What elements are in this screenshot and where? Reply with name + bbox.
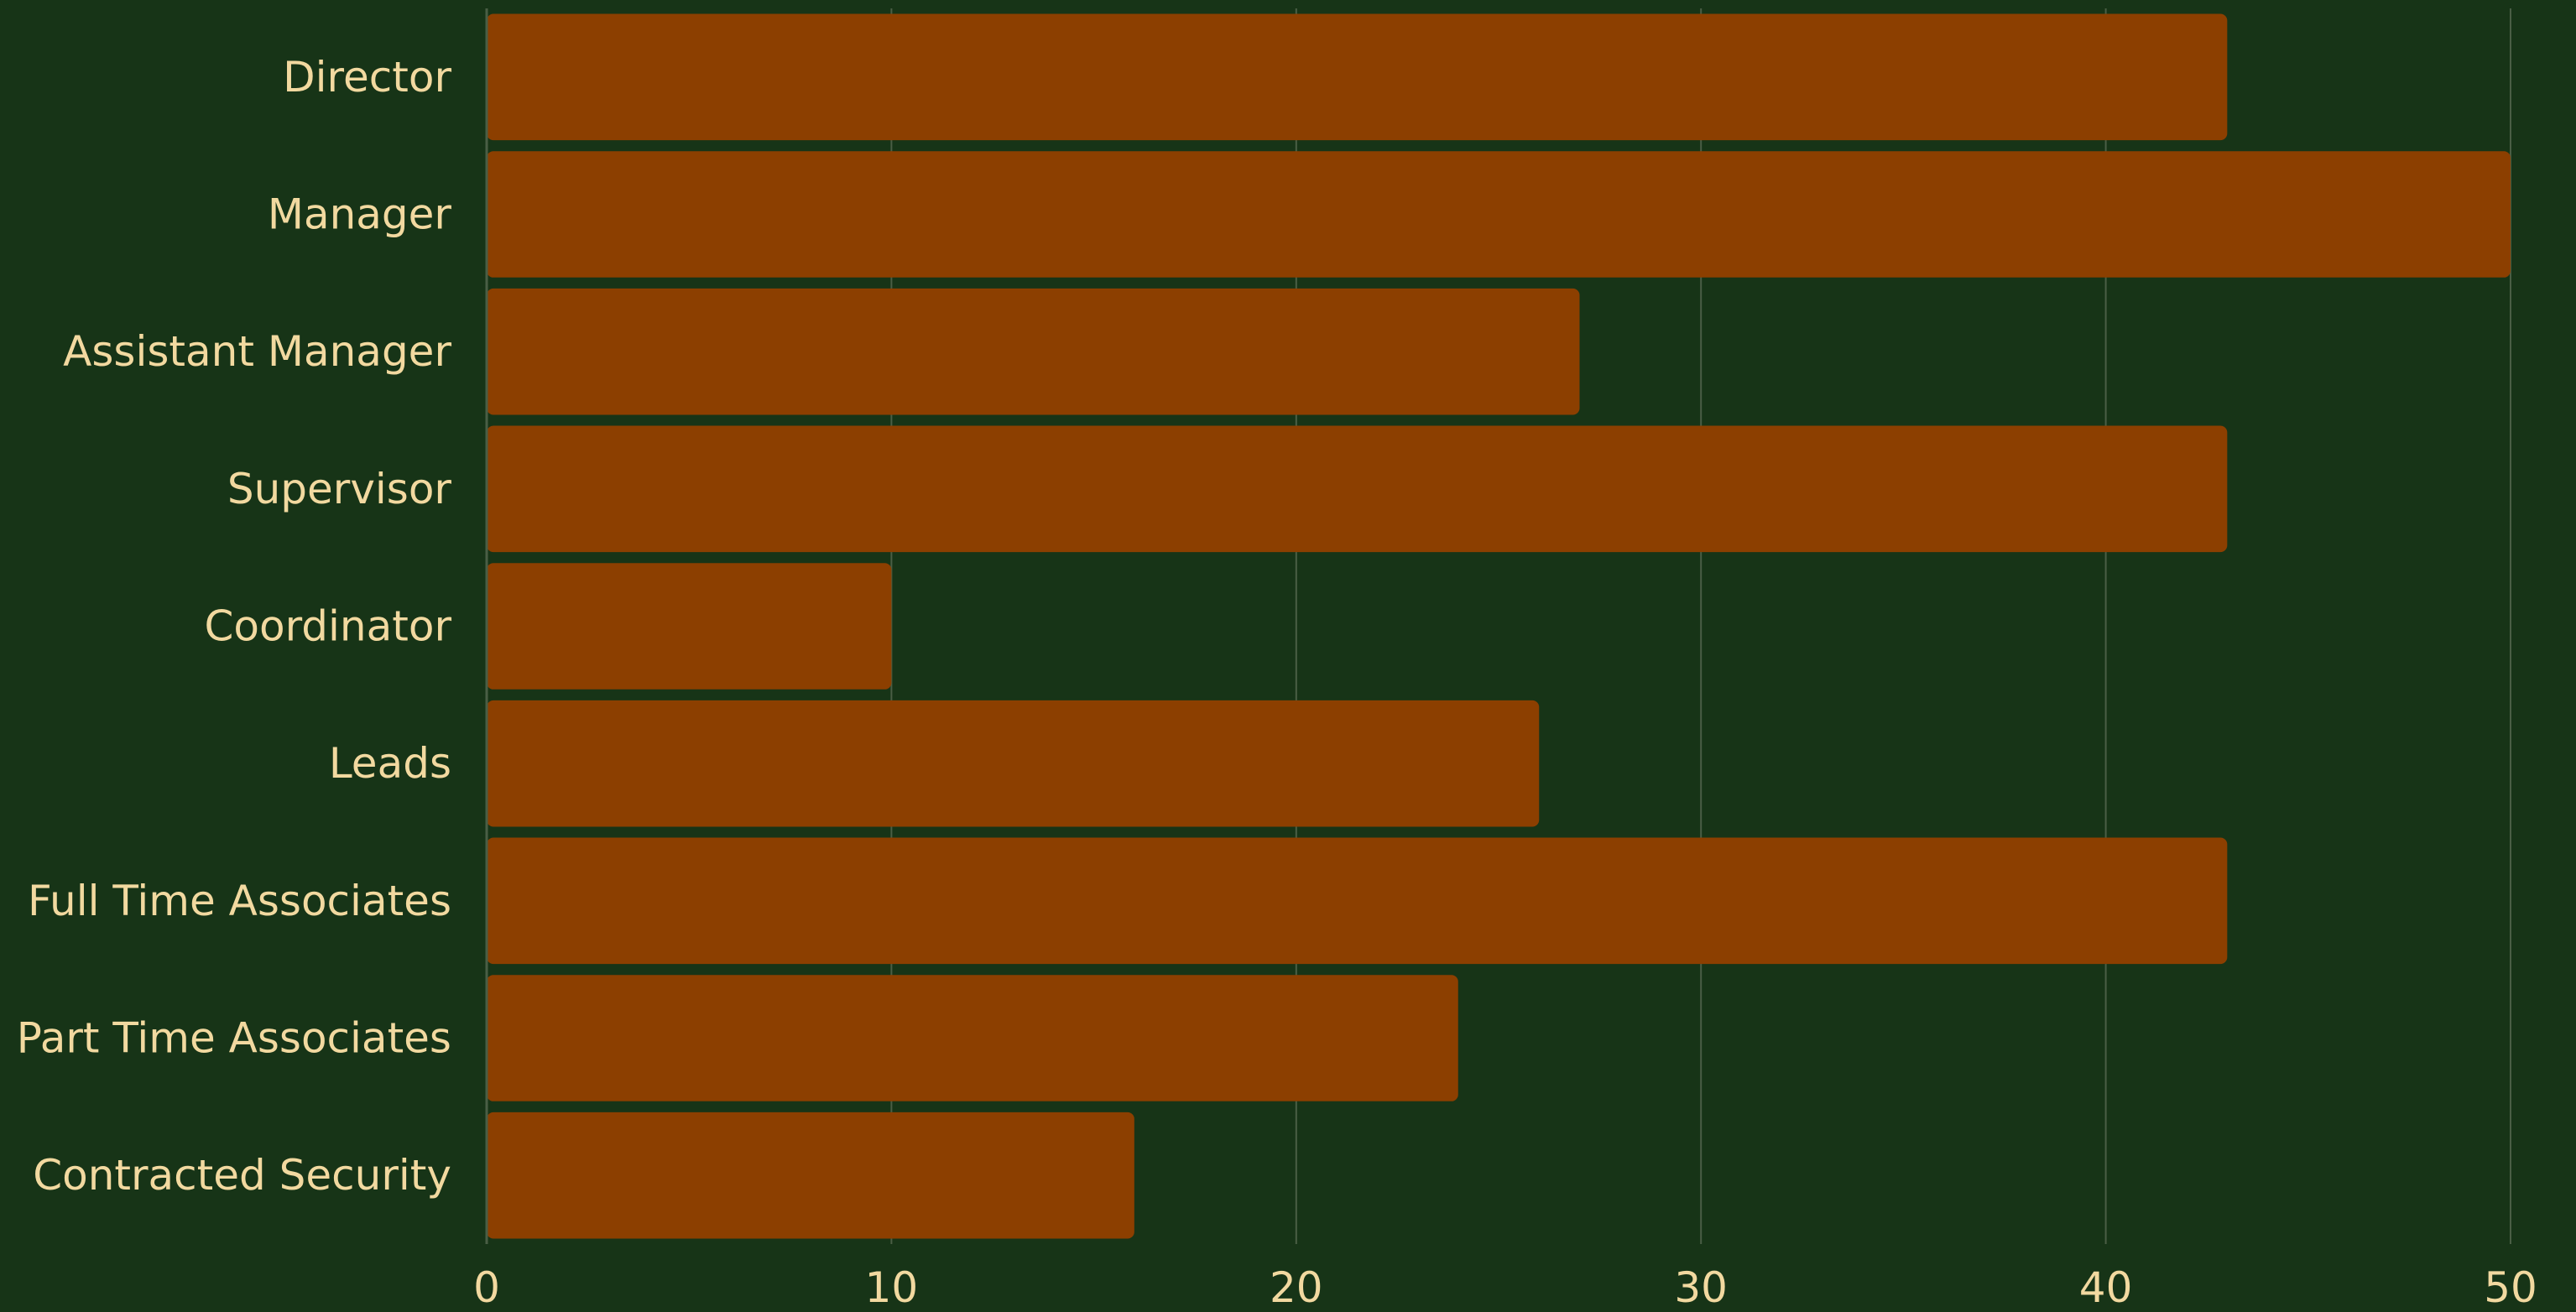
category-label: Supervisor <box>227 465 452 513</box>
bar <box>487 1112 1134 1239</box>
category-label: Part Time Associates <box>17 1014 451 1063</box>
category-label: Contracted Security <box>33 1151 451 1200</box>
bar <box>487 837 2228 965</box>
category-label: Manager <box>268 190 452 239</box>
category-label: Director <box>283 53 451 102</box>
x-tick-label: 40 <box>2079 1263 2133 1312</box>
category-label: Assistant Manager <box>63 327 451 376</box>
bar <box>487 151 2511 278</box>
bar <box>487 425 2228 553</box>
x-tick-label: 50 <box>2484 1263 2537 1312</box>
x-axis-ticks: 0 10 20 30 40 50 <box>473 1263 2537 1312</box>
category-label: Full Time Associates <box>28 877 451 925</box>
bar <box>487 975 1458 1101</box>
category-labels: Director Manager Assistant Manager Supervis… <box>17 53 452 1200</box>
x-tick-label: 10 <box>865 1263 919 1312</box>
bars <box>487 13 2511 1239</box>
bar <box>487 13 2228 141</box>
bar <box>487 563 892 690</box>
category-label: Leads <box>329 739 451 788</box>
category-label: Coordinator <box>205 602 452 651</box>
x-tick-label: 30 <box>1674 1263 1728 1312</box>
bar <box>487 288 1580 415</box>
bar <box>487 700 1540 827</box>
x-tick-label: 20 <box>1270 1263 1323 1312</box>
x-tick-label: 0 <box>473 1263 500 1312</box>
